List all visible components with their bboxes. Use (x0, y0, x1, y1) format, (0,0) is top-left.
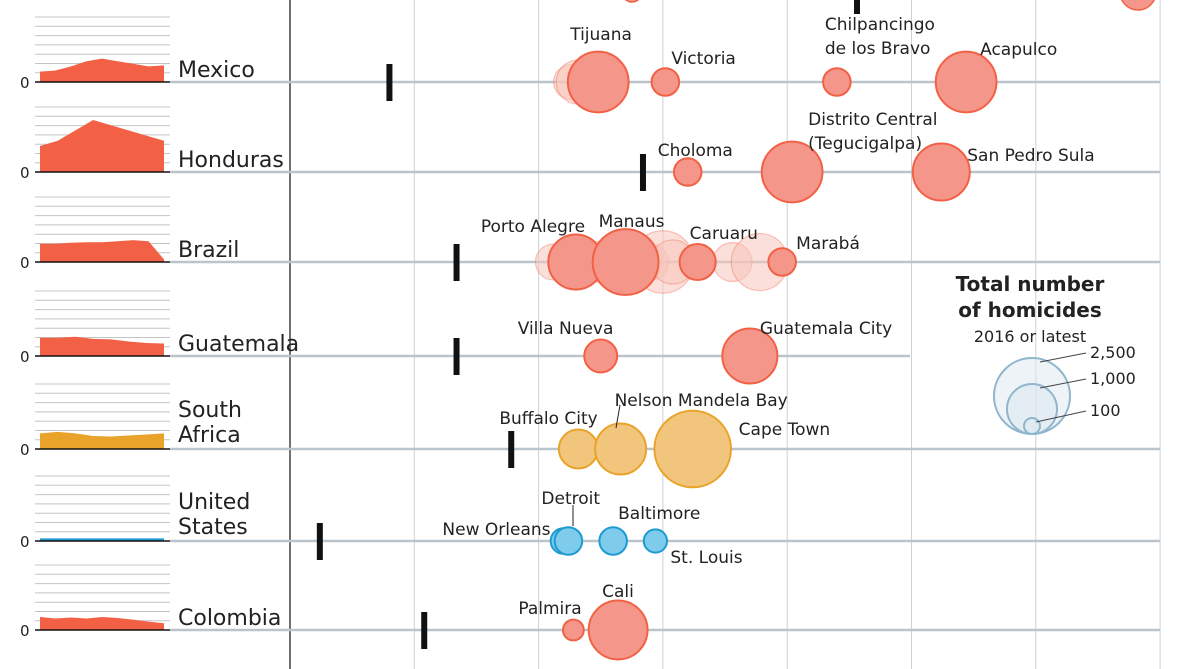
city-label: San Pedro Sula (967, 146, 1094, 166)
sparkline-zero-label: 0 (20, 254, 30, 272)
sparkline-area (40, 240, 164, 262)
city-label: Manaus (599, 212, 665, 232)
sparkline-zero-label: 0 (20, 441, 30, 459)
sparkline-area (40, 431, 164, 449)
city-bubble (583, 338, 619, 374)
city-label: Buffalo City (499, 409, 597, 429)
city-label: Palmira (518, 599, 581, 619)
legend-leader-line (1035, 410, 1087, 423)
city-label: Victoria (671, 49, 736, 69)
city-label: St. Louis (670, 548, 742, 568)
legend-value-label: 100 (1090, 401, 1121, 420)
sparkline-zero-label: 0 (20, 622, 30, 640)
city-label: Cape Town (739, 420, 831, 440)
legend-value-label: 2,500 (1090, 343, 1136, 362)
city-bubble (598, 526, 628, 556)
city-label: Chilpancingo (825, 15, 935, 35)
country-label: Guatemala (178, 332, 299, 357)
city-label: Porto Alegre (481, 217, 585, 237)
sparkline-area (40, 58, 164, 82)
national-rate-marker (421, 612, 428, 649)
city-bubble (822, 67, 852, 97)
sparkline-area (40, 120, 164, 172)
city-bubble (650, 67, 681, 97)
city-label: Villa Nueva (518, 319, 614, 339)
city-label: Nelson Mandela Bay (615, 391, 788, 411)
city-bubble (721, 327, 779, 385)
national-rate-marker (453, 338, 460, 375)
city-label: Guatemala City (760, 319, 892, 339)
legend-leader-line (1039, 378, 1087, 389)
legend-bubble (1023, 417, 1041, 435)
city-bubble (566, 50, 630, 114)
legend-title: Total number (956, 272, 1105, 296)
national-rate-marker (386, 64, 393, 101)
country-label: States (178, 515, 248, 540)
city-bubble (911, 142, 971, 202)
city-label: (Tegucigalpa) (808, 134, 922, 154)
sparkline-zero-label: 0 (20, 348, 30, 366)
country-label: Africa (178, 423, 241, 448)
city-label: Marabá (796, 234, 860, 254)
country-label: Colombia (178, 606, 281, 631)
city-bubble (934, 50, 998, 114)
city-bubble (624, 0, 640, 3)
city-label: Choloma (658, 141, 733, 161)
city-bubble (642, 528, 669, 554)
country-label: Honduras (178, 148, 284, 173)
legend-leader-line (1039, 352, 1087, 363)
city-bubble (678, 242, 717, 282)
city-label: Baltimore (618, 504, 700, 524)
national-rate-marker (453, 244, 460, 281)
city-label: Detroit (541, 489, 600, 509)
sparkline-area (40, 336, 164, 356)
city-bubble (760, 140, 824, 204)
country-label: United (178, 490, 250, 515)
city-label: Tijuana (569, 25, 632, 45)
national-rate-marker (316, 523, 323, 560)
city-bubble (561, 618, 585, 642)
country-label: South (178, 398, 242, 423)
city-bubble (594, 422, 648, 476)
sparkline-zero-label: 0 (20, 164, 30, 182)
city-bubble (767, 247, 797, 277)
city-bubble (672, 157, 703, 187)
country-label: Brazil (178, 238, 239, 263)
city-bubble (1121, 0, 1155, 11)
city-label: New Orleans (442, 520, 550, 540)
national-rate-marker (854, 0, 860, 14)
sparkline-zero-label: 0 (20, 533, 30, 551)
city-bubble (553, 526, 584, 556)
city-bubble (587, 599, 649, 661)
national-rate-marker (508, 431, 515, 468)
city-label: Distrito Central (808, 110, 937, 130)
city-bubble (591, 228, 660, 296)
label-leader-line (615, 404, 621, 429)
city-label: Cali (602, 582, 634, 602)
sparkline-zero-label: 0 (20, 74, 30, 92)
legend-value-label: 1,000 (1090, 369, 1136, 388)
city-label: Caruaru (690, 224, 758, 244)
legend-subtitle: 2016 or latest (974, 327, 1086, 346)
city-label: de los Bravo (825, 39, 931, 59)
sparkline-area (40, 617, 164, 630)
city-bubble (653, 409, 732, 489)
legend-title: of homicides (958, 298, 1102, 322)
city-bubble (557, 428, 599, 470)
country-label: Mexico (178, 58, 255, 83)
city-label: Acapulco (980, 40, 1057, 60)
national-rate-marker (639, 154, 646, 191)
